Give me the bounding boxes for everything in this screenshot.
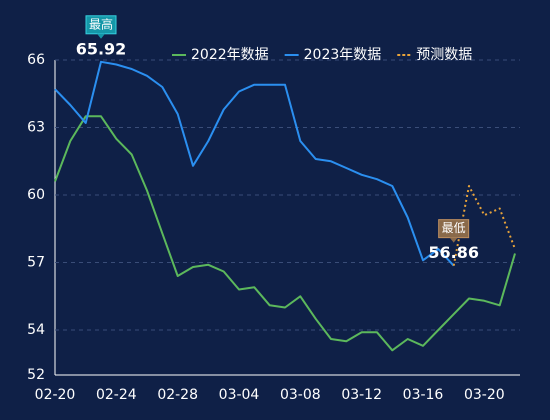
y-tick-label: 66 — [27, 52, 45, 68]
legend-label: 预测数据 — [416, 47, 472, 63]
series-line — [452, 185, 516, 266]
series-line — [54, 115, 516, 352]
x-tick-label: 02-24 — [96, 387, 137, 403]
y-tick-label: 60 — [27, 187, 45, 203]
max-value-label: 65.92 — [76, 39, 127, 58]
min-pointer — [449, 237, 458, 243]
max-pointer — [97, 33, 105, 39]
min-value-label: 56.86 — [428, 243, 479, 262]
x-tick-label: 03-16 — [403, 387, 444, 403]
y-tick-label: 54 — [27, 322, 45, 338]
x-tick-label: 03-04 — [219, 387, 260, 403]
legend-label: 2023年数据 — [304, 47, 382, 63]
x-tick-label: 02-28 — [157, 387, 198, 403]
x-tick-label: 03-20 — [464, 387, 505, 403]
x-tick-label: 03-08 — [280, 387, 321, 403]
min-badge-text: 最低 — [442, 221, 466, 235]
y-tick-label: 63 — [27, 120, 45, 136]
y-tick-label: 52 — [27, 367, 45, 383]
max-badge-text: 最高 — [89, 16, 113, 31]
x-tick-label: 03-12 — [341, 387, 382, 403]
legend-label: 2022年数据 — [191, 47, 269, 63]
y-tick-label: 57 — [27, 255, 45, 271]
series-line — [54, 60, 455, 267]
x-tick-label: 02-20 — [35, 387, 76, 403]
